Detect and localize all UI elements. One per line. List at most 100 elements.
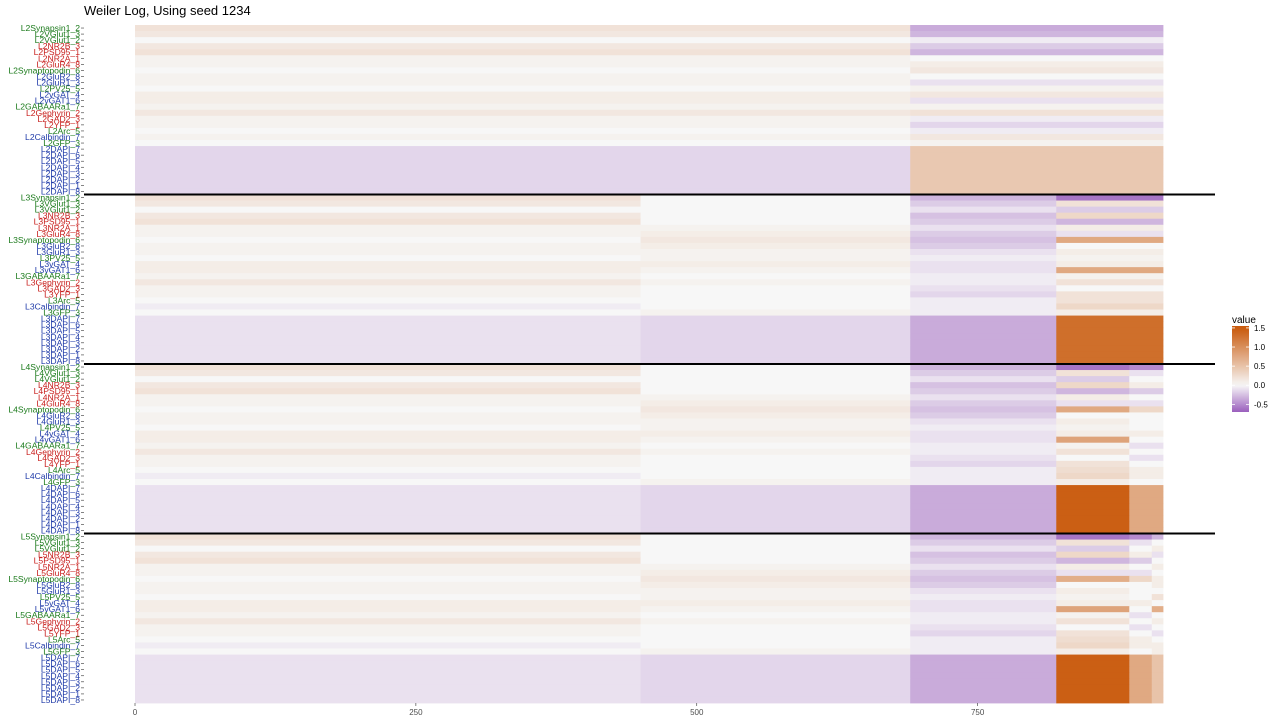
- heatmap-cell: [1129, 503, 1164, 510]
- heatmap-cell: [135, 273, 641, 280]
- heatmap-cell: [910, 345, 1057, 353]
- legend-colorbar: [1232, 326, 1249, 412]
- heatmap-cell: [1056, 630, 1130, 637]
- heatmap-cell: [1129, 690, 1153, 698]
- heatmap-cell: [135, 509, 641, 516]
- heatmap-cell: [640, 357, 911, 365]
- heatmap-cell: [135, 176, 911, 183]
- heatmap-cell: [640, 497, 911, 504]
- x-tick-label: 500: [690, 708, 704, 717]
- row-label: L3DAPI_3: [41, 338, 80, 348]
- heatmap-cell: [135, 521, 641, 528]
- legend-tick-label: 1.5: [1254, 324, 1266, 333]
- heatmap-cell: [1056, 654, 1130, 662]
- heatmap-cell: [910, 684, 1057, 692]
- heatmap-cell: [910, 563, 1057, 571]
- heatmap-cell: [910, 636, 1057, 643]
- heatmap-cell: [910, 460, 1057, 468]
- heatmap-cell: [640, 351, 911, 359]
- heatmap-cell: [135, 97, 911, 105]
- heatmap-cell: [135, 339, 641, 347]
- row-label: L3GluR2_8: [37, 241, 81, 251]
- heatmap-cell: [640, 606, 911, 613]
- heatmap-cell: [910, 406, 1057, 413]
- heatmap-cell: [910, 327, 1057, 335]
- heatmap-cell: [1056, 315, 1164, 323]
- heatmap-cell: [135, 224, 641, 232]
- heatmap-cell: [640, 436, 911, 444]
- heatmap-cell: [910, 333, 1057, 341]
- heatmap-cell: [1151, 569, 1164, 577]
- heatmap-cell: [640, 218, 911, 226]
- heatmap-cell: [1129, 678, 1153, 686]
- heatmap-cell: [135, 690, 641, 698]
- heatmap-cell: [1129, 594, 1153, 601]
- heatmap-cell: [910, 85, 1164, 92]
- x-tick-label: 750: [971, 708, 985, 717]
- heatmap-cell: [1056, 364, 1130, 371]
- row-label: L2VGlut1_3: [35, 29, 81, 39]
- heatmap-cell: [910, 31, 1164, 38]
- heatmap-cell: [910, 200, 1057, 207]
- heatmap-cell: [1129, 418, 1164, 425]
- heatmap-cell: [135, 37, 911, 44]
- heatmap-cell: [640, 418, 911, 425]
- heatmap-cell: [135, 430, 641, 438]
- heatmap-cell: [1056, 333, 1164, 341]
- heatmap-cell: [910, 152, 1164, 159]
- heatmap-cell: [135, 418, 641, 425]
- heatmap-cell: [910, 357, 1057, 365]
- heatmap-cell: [910, 158, 1164, 165]
- heatmap-cell: [1056, 581, 1130, 589]
- heatmap-cell: [640, 309, 911, 316]
- heatmap-cell: [910, 140, 1164, 147]
- heatmap-cell: [910, 236, 1057, 244]
- row-label: L5NR2A_1: [38, 562, 80, 572]
- heatmap-cell: [1056, 212, 1164, 220]
- heatmap-cell: [1056, 624, 1130, 631]
- heatmap-cell: [910, 121, 1164, 129]
- legend-tick-label: 0.5: [1254, 362, 1266, 371]
- row-label: L3VGlut1_2: [35, 205, 81, 215]
- heatmap-cell: [910, 575, 1057, 583]
- heatmap-cell: [1056, 436, 1130, 444]
- heatmap-cell: [1129, 624, 1153, 631]
- heatmap-cell: [135, 333, 641, 341]
- heatmap-cell: [135, 472, 641, 480]
- heatmap-cell: [910, 43, 1164, 50]
- heatmap-cell: [910, 400, 1057, 407]
- heatmap-cell: [910, 527, 1057, 534]
- heatmap-cell: [640, 472, 911, 480]
- heatmap-cell: [1151, 660, 1164, 668]
- heatmap-cell: [135, 382, 641, 389]
- heatmap-cell: [640, 267, 911, 274]
- heatmap-cell: [910, 103, 1164, 111]
- heatmap-cell: [640, 327, 911, 335]
- row-label: L4DAPI_8: [41, 525, 80, 535]
- heatmap-cell: [135, 678, 641, 686]
- heatmap-cell: [1056, 648, 1130, 655]
- heatmap-cell: [910, 230, 1057, 238]
- heatmap-cell: [910, 146, 1164, 153]
- heatmap-cell: [1056, 248, 1164, 256]
- heatmap-cell: [135, 248, 641, 256]
- heatmap-cell: [1056, 618, 1130, 625]
- heatmap-cell: [1129, 539, 1153, 546]
- heatmap-cell: [1151, 545, 1164, 553]
- heatmap-cell: [910, 551, 1057, 559]
- heatmap-cell: [1151, 587, 1164, 595]
- heatmap-cell: [1129, 515, 1164, 522]
- heatmap-cell: [640, 618, 911, 625]
- heatmap-cell: [1129, 412, 1164, 419]
- heatmap-cell: [1151, 696, 1164, 704]
- heatmap-cell: [1056, 612, 1130, 619]
- heatmap-cell: [1056, 472, 1130, 480]
- heatmap-cell: [1129, 497, 1164, 504]
- heatmap-cell: [135, 648, 641, 655]
- heatmap-cell: [640, 194, 911, 201]
- heatmap-cell: [135, 170, 911, 177]
- row-label: L3NR2A_1: [38, 223, 80, 233]
- heatmap-cell: [1056, 291, 1164, 298]
- row-label: L3Synapsin1_2: [21, 193, 80, 203]
- row-label: L5GAD2_3: [37, 622, 80, 632]
